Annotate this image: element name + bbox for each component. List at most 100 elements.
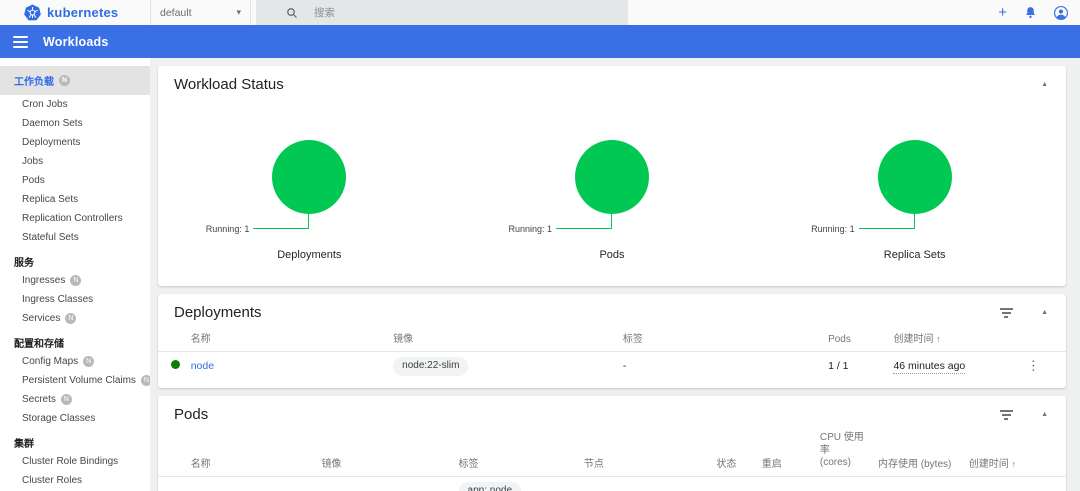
node-cell: kind-control-plane	[584, 476, 717, 491]
restarts-cell: 0	[762, 476, 820, 491]
column-header-name[interactable]: 名称	[190, 325, 394, 352]
main-content: Workload Status ▲ Running: 1 Deployments…	[150, 58, 1080, 491]
pie-annotation: Running: 1	[811, 224, 855, 234]
sidebar-item-daemon-sets[interactable]: Daemon Sets	[0, 114, 150, 133]
sidebar-item-jobs[interactable]: Jobs	[0, 152, 150, 171]
sidebar-item-persistent-volume-claims[interactable]: Persistent Volume Claims N	[0, 371, 150, 390]
sidebar-item-config-storage[interactable]: 配置和存储	[0, 333, 150, 352]
deployments-table: 名称 镜像 标签 Pods 创建时间 ↑ node node:22-slim -…	[158, 325, 1066, 381]
sidebar-item-cluster-roles[interactable]: Cluster Roles	[0, 471, 150, 490]
column-header-node[interactable]: 节点	[583, 427, 717, 477]
sidebar-item-cluster[interactable]: 集群	[0, 433, 150, 452]
sidebar-item-label: Config Maps	[22, 356, 79, 367]
column-header-pods[interactable]: Pods	[828, 325, 894, 352]
deployments-status-chart: Running: 1 Deployments	[158, 97, 461, 283]
kubernetes-wheel-icon	[24, 4, 41, 21]
labels-cell: -	[622, 360, 627, 373]
sidebar-item-deployments[interactable]: Deployments	[0, 133, 150, 152]
page-title: Workloads	[43, 34, 109, 49]
deployments-pie	[272, 140, 347, 214]
replica-sets-status-chart: Running: 1 Replica Sets	[763, 97, 1066, 283]
created-time: 46 minutes ago	[893, 360, 966, 375]
hamburger-menu-icon[interactable]	[13, 35, 28, 48]
label-chip: app: node	[458, 481, 522, 491]
sidebar-item-label: Pods	[22, 175, 45, 186]
status-cell: Running	[716, 476, 761, 491]
sidebar: 工作负载 N Cron Jobs Daemon Sets Deployments…	[0, 58, 150, 491]
pie-connector-line	[556, 214, 613, 229]
sidebar-item-workloads[interactable]: 工作负载 N	[0, 66, 150, 95]
sidebar-item-secrets[interactable]: Secrets N	[0, 390, 150, 409]
kebab-menu-icon[interactable]: ⋮	[1026, 358, 1040, 374]
column-header-name[interactable]: 名称	[190, 427, 322, 477]
sidebar-item-replica-sets[interactable]: Replica Sets	[0, 190, 150, 209]
sidebar-item-label: Cluster Role Bindings	[22, 456, 119, 467]
column-header-image[interactable]: 镜像	[393, 325, 623, 352]
sidebar-item-pods[interactable]: Pods	[0, 171, 150, 190]
topbar-actions: +	[998, 5, 1080, 20]
sidebar-item-label: Replication Controllers	[22, 213, 123, 224]
chart-caption: Pods	[599, 249, 625, 261]
column-header-created[interactable]: 创建时间 ↑	[968, 427, 1044, 477]
image-chip: node:22-slim	[393, 357, 469, 376]
column-header-labels[interactable]: 标签	[622, 325, 829, 352]
sidebar-item-label: 服务	[14, 258, 34, 269]
sort-ascending-icon: ↑	[936, 334, 941, 344]
kubernetes-logo[interactable]: kubernetes	[0, 4, 150, 21]
column-header-labels[interactable]: 标签	[458, 427, 584, 477]
sidebar-item-stateful-sets[interactable]: Stateful Sets	[0, 228, 150, 247]
deployments-card: Deployments ▲ 名称 镜像 标签 Pods	[158, 294, 1066, 388]
namespaced-badge: N	[140, 375, 150, 386]
namespace-select[interactable]: default ▾	[150, 0, 251, 25]
sidebar-item-cluster-role-bindings[interactable]: Cluster Role Bindings	[0, 452, 150, 471]
filter-icon[interactable]	[999, 409, 1013, 420]
table-header-row: 名称 镜像 标签 Pods 创建时间 ↑	[158, 325, 1066, 352]
pie-annotation: Running: 1	[205, 224, 250, 234]
column-header-status[interactable]: 状态	[716, 427, 762, 477]
pie-connector-line	[858, 214, 915, 229]
search-box[interactable]	[256, 0, 628, 25]
create-resource-button[interactable]: +	[998, 4, 1007, 21]
card-title: Workload Status	[174, 76, 284, 93]
search-input[interactable]	[314, 6, 564, 19]
column-header-image[interactable]: 镜像	[321, 427, 459, 477]
column-header-memory[interactable]: 内存使用 (bytes)	[878, 427, 969, 477]
filter-icon[interactable]	[999, 307, 1013, 318]
collapse-card-icon[interactable]: ▲	[1041, 81, 1048, 88]
pie-connector-line	[253, 214, 310, 229]
column-header-cpu[interactable]: CPU 使用率 (cores)	[819, 427, 878, 477]
pie-annotation: Running: 1	[508, 224, 553, 234]
sidebar-item-label: Services	[22, 313, 61, 324]
sidebar-item-label: Secrets	[22, 394, 56, 405]
sort-ascending-icon: ↑	[1011, 458, 1017, 469]
sidebar-item-label: Ingress Classes	[22, 294, 94, 305]
column-header-created[interactable]: 创建时间 ↑	[893, 325, 1027, 352]
chevron-down-icon: ▾	[236, 7, 241, 17]
table-row: node node:22-slim - 1 / 1 46 minutes ago…	[158, 352, 1066, 381]
notifications-bell-icon[interactable]	[1024, 6, 1037, 19]
sidebar-item-label: Persistent Volume Claims	[22, 375, 136, 386]
chart-caption: Deployments	[277, 249, 342, 261]
sidebar-item-ingress-classes[interactable]: Ingress Classes	[0, 290, 150, 309]
sidebar-item-service[interactable]: 服务	[0, 252, 150, 271]
table-row: node-69bc7946bb-ff24n node:22-slim app: …	[158, 476, 1066, 491]
sidebar-item-config-maps[interactable]: Config Maps N	[0, 352, 150, 371]
card-title: Deployments	[174, 304, 262, 321]
deployment-link[interactable]: node	[190, 360, 215, 373]
app-bar: Workloads	[0, 25, 1080, 58]
collapse-card-icon[interactable]: ▲	[1041, 309, 1048, 316]
namespaced-badge: N	[65, 313, 77, 324]
sidebar-item-ingresses[interactable]: Ingresses N	[0, 271, 150, 290]
user-account-icon[interactable]	[1054, 5, 1068, 20]
sidebar-item-storage-classes[interactable]: Storage Classes	[0, 409, 150, 428]
sidebar-item-replication-controllers[interactable]: Replication Controllers	[0, 209, 150, 228]
column-header-restarts[interactable]: 重启	[761, 427, 820, 477]
pods-ratio-cell: 1 / 1	[828, 360, 849, 373]
sidebar-item-label: Ingresses	[22, 275, 66, 286]
collapse-card-icon[interactable]: ▲	[1041, 411, 1048, 418]
sidebar-item-cron-jobs[interactable]: Cron Jobs	[0, 95, 150, 114]
sidebar-item-label: Replica Sets	[22, 194, 79, 205]
logo-text: kubernetes	[47, 5, 119, 20]
sidebar-item-services[interactable]: Services N	[0, 309, 150, 328]
namespaced-badge: N	[70, 275, 82, 286]
